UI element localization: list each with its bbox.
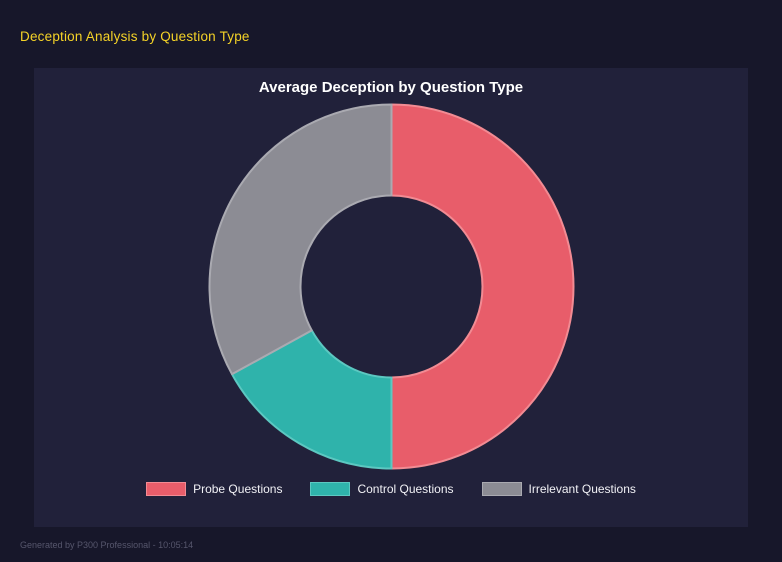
- legend-swatch-probe: [146, 482, 187, 496]
- chart-title: Average Deception by Question Type: [258, 79, 524, 96]
- legend-item-probe[interactable]: Probe Questions: [146, 482, 282, 496]
- chart-panel: Average Deception by Question Type Probe…: [34, 68, 748, 527]
- donut-segment-2[interactable]: [230, 329, 392, 470]
- footer-status-text: Generated by P300 Professional - 10:05:1…: [20, 540, 194, 550]
- legend-item-control[interactable]: Control Questions: [310, 482, 454, 496]
- legend-label-control: Control Questions: [357, 482, 454, 496]
- legend-label-irrelevant: Irrelevant Questions: [528, 482, 636, 496]
- donut-segment-1[interactable]: [390, 103, 574, 470]
- chart-legend: Probe Questions Control Questions Irrele…: [146, 482, 636, 496]
- legend-item-irrelevant[interactable]: Irrelevant Questions: [481, 482, 636, 496]
- donut-segment-3[interactable]: [208, 103, 392, 376]
- donut-chart-area: [204, 99, 579, 474]
- legend-swatch-irrelevant: [481, 482, 522, 496]
- legend-swatch-control: [310, 482, 351, 496]
- donut-chart: [208, 103, 574, 470]
- legend-label-probe: Probe Questions: [193, 482, 283, 496]
- page-title: Deception Analysis by Question Type: [20, 29, 250, 44]
